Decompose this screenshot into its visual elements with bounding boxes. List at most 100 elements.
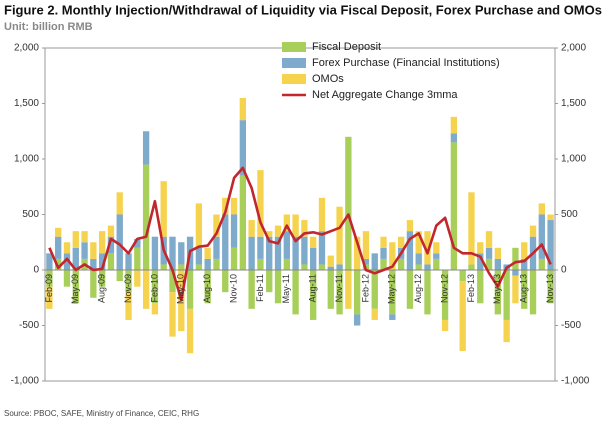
- bar: [90, 242, 97, 259]
- bar: [485, 258, 493, 270]
- bar: [178, 264, 185, 270]
- bar: [204, 258, 211, 270]
- x-tick-label: Aug-12: [413, 274, 423, 303]
- x-tick-label: May-13: [492, 274, 502, 304]
- bar: [521, 242, 528, 259]
- bar: [310, 247, 317, 270]
- bar: [107, 225, 115, 237]
- bar: [142, 270, 150, 309]
- bar: [46, 286, 53, 309]
- bar: [345, 136, 352, 270]
- bar: [415, 264, 422, 270]
- bar: [468, 264, 475, 270]
- x-tick-label: Aug-13: [519, 274, 529, 303]
- bar: [55, 227, 62, 237]
- bar: [397, 258, 405, 270]
- bar: [424, 264, 431, 270]
- bar: [336, 270, 343, 315]
- bar: [362, 258, 370, 265]
- bar: [178, 242, 185, 265]
- bar: [371, 270, 378, 309]
- bar: [389, 314, 396, 320]
- bar: [257, 236, 264, 259]
- y-tick-label: -500: [19, 320, 39, 331]
- bar: [494, 270, 502, 315]
- bar: [380, 258, 387, 270]
- bar: [529, 270, 537, 315]
- bar: [336, 264, 343, 270]
- bar: [204, 270, 211, 304]
- bar: [239, 97, 247, 121]
- bar: [160, 181, 167, 237]
- bar: [274, 270, 282, 304]
- bar: [301, 236, 308, 265]
- bar: [46, 270, 53, 287]
- bar: [353, 314, 361, 326]
- source-note: Source: PBOC, SAFE, Ministry of Finance,…: [4, 409, 199, 418]
- bar: [292, 270, 299, 315]
- bar: [450, 142, 458, 270]
- bar: [310, 270, 317, 320]
- bar: [433, 242, 440, 254]
- bar: [521, 270, 528, 309]
- bar: [450, 133, 458, 143]
- bar: [477, 270, 484, 304]
- bar: [142, 131, 150, 165]
- bar: [230, 197, 238, 215]
- bar: [521, 258, 528, 270]
- bar: [406, 220, 414, 232]
- x-tick-label: Nov-10: [228, 274, 238, 303]
- bar: [538, 258, 545, 270]
- bar: [415, 253, 422, 265]
- x-tick-label: Feb-12: [360, 274, 370, 303]
- bar: [547, 220, 554, 270]
- bar: [547, 214, 554, 221]
- legend-swatch: [282, 74, 306, 84]
- bar: [459, 281, 466, 352]
- x-tick-label: May-12: [387, 274, 397, 304]
- bar: [301, 220, 308, 237]
- bar: [116, 192, 123, 215]
- x-tick-label: Aug-10: [202, 274, 212, 303]
- bar: [63, 242, 71, 254]
- bar: [72, 270, 79, 304]
- bar: [55, 236, 62, 259]
- x-tick-label: Feb-09: [44, 274, 54, 303]
- bar: [292, 214, 299, 237]
- x-tick-label: Nov-12: [439, 274, 449, 303]
- bar: [538, 214, 545, 259]
- bar: [248, 220, 255, 237]
- y2-tick-label: 2,000: [561, 43, 586, 54]
- bar: [529, 225, 537, 237]
- bar: [230, 214, 238, 248]
- x-tick-label: Feb-13: [466, 274, 476, 303]
- bar: [257, 170, 264, 237]
- bar: [46, 253, 53, 270]
- legend-label: OMOs: [312, 73, 344, 85]
- bar: [336, 206, 343, 265]
- bar: [371, 253, 378, 270]
- x-tick-label: Nov-13: [545, 274, 555, 303]
- bar: [55, 258, 62, 270]
- bar: [441, 319, 449, 332]
- bar: [353, 236, 361, 270]
- chart-subtitle: Unit: billion RMB: [4, 21, 93, 33]
- bar: [213, 236, 220, 259]
- bar: [134, 247, 141, 270]
- bar: [72, 231, 79, 248]
- x-tick-label: Nov-09: [123, 274, 133, 303]
- bar: [151, 270, 159, 304]
- bar: [116, 270, 123, 282]
- bar: [494, 258, 502, 270]
- bar: [503, 270, 510, 320]
- bar: [195, 247, 203, 265]
- bar: [503, 319, 510, 343]
- bar: [266, 236, 273, 270]
- bar: [222, 270, 229, 293]
- bar: [107, 236, 115, 254]
- bar: [169, 270, 176, 293]
- x-tick-label: Aug-09: [97, 274, 107, 303]
- bar: [283, 231, 290, 259]
- bar: [477, 242, 484, 254]
